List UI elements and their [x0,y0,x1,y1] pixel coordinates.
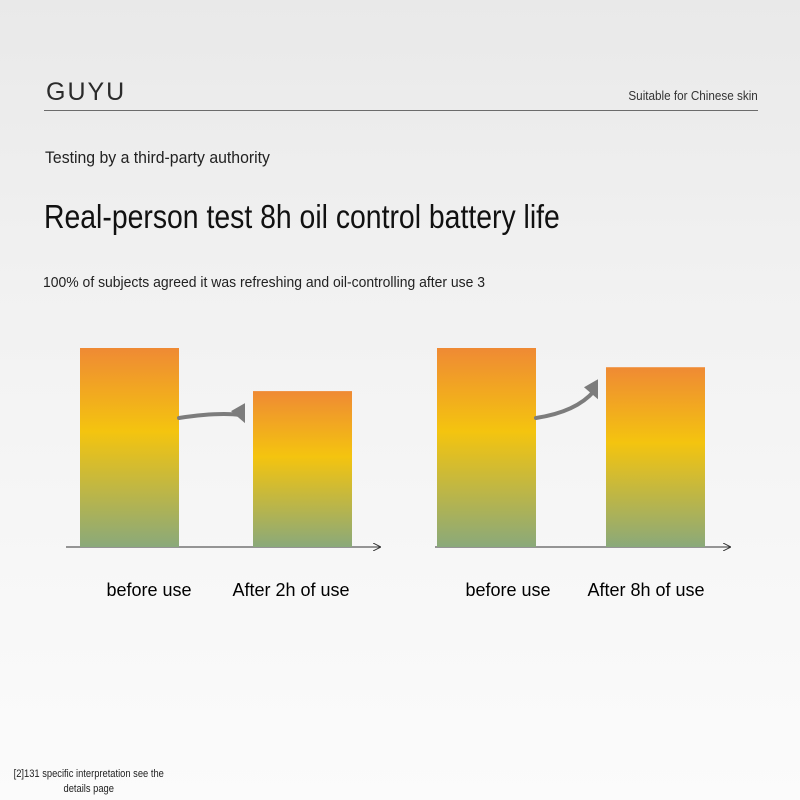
page-title: Real-person test 8h oil control battery … [44,198,560,235]
category-label: After 8h of use [587,580,704,600]
bar [253,391,352,547]
claim-text: 100% of subjects agreed it was refreshin… [43,274,486,291]
trend-arrowhead [584,379,598,400]
subtitle: Testing by a third-party authority [45,148,270,167]
brand-logo: GUYU [46,78,127,106]
trend-arrow [534,389,596,420]
trend-arrowhead [231,403,245,424]
bar [80,348,179,547]
category-label: before use [106,580,191,600]
bar [606,367,705,547]
category-label: After 2h of use [232,580,349,600]
trend-arrow [177,412,243,420]
tagline: Suitable for Chinese skin [628,88,758,103]
footnote: [2]131 specific interpretation see the d… [13,768,164,795]
header-divider [44,110,758,111]
bar [437,348,536,547]
category-label: before use [465,580,550,600]
